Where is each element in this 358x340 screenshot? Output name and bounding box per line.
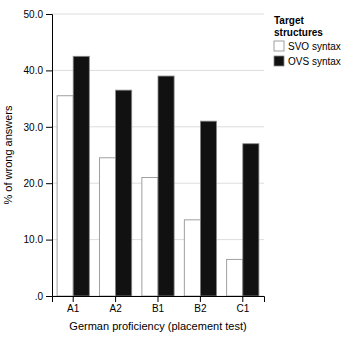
grid	[52, 14, 264, 296]
bar	[73, 56, 89, 296]
y-tick: 10.0	[24, 234, 52, 245]
y-tick-label: .0	[35, 291, 44, 302]
y-tick-mark	[46, 240, 52, 241]
y-tick: 40.0	[24, 65, 52, 76]
x-tick-label: B1	[152, 303, 165, 314]
x-tick-mark	[158, 296, 159, 302]
x-tick-label: A2	[109, 303, 122, 314]
legend-label: OVS syntax	[288, 56, 341, 67]
legend-swatch	[274, 56, 284, 66]
y-tick: 20.0	[24, 178, 52, 189]
y-tick-mark	[46, 70, 52, 71]
bar	[227, 259, 243, 296]
bar	[243, 144, 259, 296]
bar	[200, 121, 216, 296]
y-tick-mark	[46, 127, 52, 128]
chart-svg: .0 10.0 20.0 30.0 40.0 50.0 A1 A2 B1 B2 C1 German p…	[0, 0, 358, 340]
bar	[99, 158, 115, 296]
x-tick: B1	[152, 296, 165, 314]
y-axis-title: % of wrong answers	[2, 105, 14, 205]
bar	[116, 90, 132, 296]
y-tick-label: 10.0	[24, 234, 44, 245]
y-tick-mark	[46, 296, 52, 297]
y-axis: .0 10.0 20.0 30.0 40.0 50.0	[24, 9, 53, 302]
x-axis-title: German proficiency (placement test)	[69, 320, 246, 332]
legend-label: SVO syntax	[288, 41, 341, 52]
legend-title: Targetstructures	[274, 15, 323, 38]
bars	[57, 56, 259, 296]
x-tick: A1	[67, 296, 80, 314]
y-tick: 50.0	[24, 9, 52, 20]
plot-area: .0 10.0 20.0 30.0 40.0 50.0 A1 A2 B1 B2 C1 German p…	[2, 9, 265, 332]
x-axis-line	[53, 297, 265, 303]
x-tick: A2	[109, 296, 122, 314]
x-tick-mark	[73, 296, 74, 302]
x-tick-mark	[242, 296, 243, 302]
y-tick-label: 40.0	[24, 65, 44, 76]
x-tick-label: B2	[194, 303, 207, 314]
y-tick: .0	[35, 291, 52, 302]
x-axis: A1 A2 B1 B2 C1	[53, 296, 265, 314]
x-tick-mark	[115, 296, 116, 302]
bar	[142, 178, 158, 296]
legend-swatch	[274, 41, 284, 51]
y-tick-mark	[46, 14, 52, 15]
x-tick: C1	[236, 296, 249, 314]
x-tick-mark	[200, 296, 201, 302]
y-tick-label: 20.0	[24, 178, 44, 189]
y-tick-label: 30.0	[24, 122, 44, 133]
x-tick-label: A1	[67, 303, 80, 314]
chart-container: .0 10.0 20.0 30.0 40.0 50.0 A1 A2 B1 B2 C1 German p…	[0, 0, 358, 340]
grid-line	[52, 14, 264, 15]
bar	[57, 96, 73, 296]
y-tick-label: 50.0	[24, 9, 44, 20]
y-axis-line	[46, 15, 53, 297]
bar	[184, 220, 200, 296]
bar	[158, 76, 174, 296]
legend: Targetstructures SVO syntax OVS syntax	[274, 15, 341, 67]
y-tick-mark	[46, 183, 52, 184]
x-tick: B2	[194, 296, 207, 314]
x-tick-label: C1	[236, 303, 249, 314]
y-tick: 30.0	[24, 122, 52, 133]
bar-series	[73, 56, 259, 296]
